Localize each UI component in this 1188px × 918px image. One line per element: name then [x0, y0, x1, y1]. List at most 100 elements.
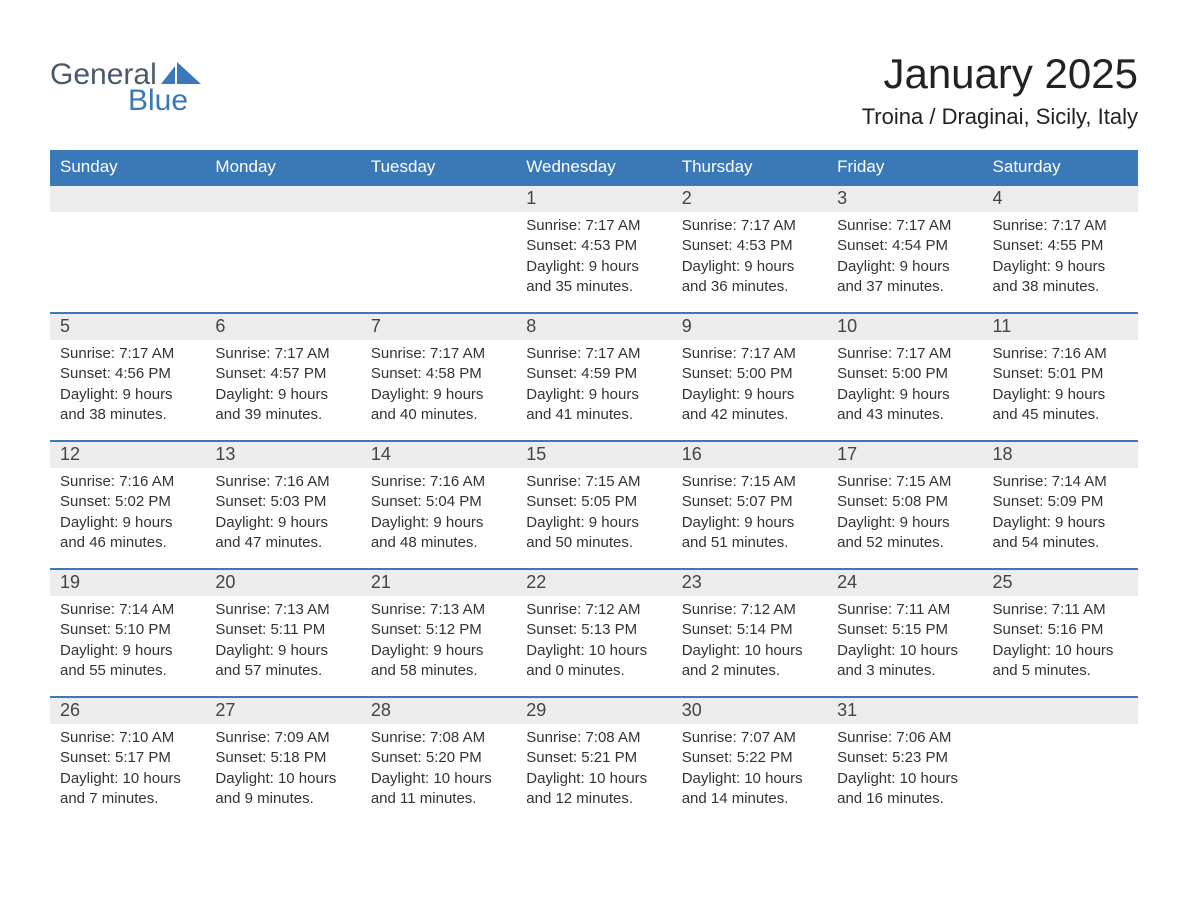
day-number-bar: 11 — [983, 312, 1138, 340]
day-sunrise: Sunrise: 7:17 AM — [682, 216, 817, 236]
day-number-bar: 19 — [50, 568, 205, 596]
calendar-cell: 23Sunrise: 7:12 AMSunset: 5:14 PMDayligh… — [672, 568, 827, 696]
day-sunset: Sunset: 5:14 PM — [682, 620, 817, 640]
day-d2: and 5 minutes. — [993, 661, 1128, 681]
day-number-bar: 28 — [361, 696, 516, 724]
logo-flag-icon — [161, 62, 201, 84]
calendar-cell — [50, 184, 205, 312]
day-d2: and 51 minutes. — [682, 533, 817, 553]
day-sunset: Sunset: 4:53 PM — [682, 236, 817, 256]
day-d1: Daylight: 9 hours — [993, 385, 1128, 405]
day-d2: and 57 minutes. — [215, 661, 350, 681]
day-header: Wednesday — [516, 150, 671, 184]
day-content: Sunrise: 7:17 AMSunset: 4:55 PMDaylight:… — [983, 212, 1138, 301]
day-d1: Daylight: 9 hours — [993, 513, 1128, 533]
calendar-week: 19Sunrise: 7:14 AMSunset: 5:10 PMDayligh… — [50, 568, 1138, 696]
day-content: Sunrise: 7:14 AMSunset: 5:09 PMDaylight:… — [983, 468, 1138, 557]
calendar-cell: 5Sunrise: 7:17 AMSunset: 4:56 PMDaylight… — [50, 312, 205, 440]
calendar-cell — [205, 184, 360, 312]
day-d2: and 9 minutes. — [215, 789, 350, 809]
day-d1: Daylight: 9 hours — [526, 257, 661, 277]
logo-text-blue: Blue — [128, 84, 188, 118]
day-content: Sunrise: 7:14 AMSunset: 5:10 PMDaylight:… — [50, 596, 205, 685]
calendar-cell: 10Sunrise: 7:17 AMSunset: 5:00 PMDayligh… — [827, 312, 982, 440]
day-number-bar: 4 — [983, 184, 1138, 212]
day-number-bar: 31 — [827, 696, 982, 724]
day-content: Sunrise: 7:16 AMSunset: 5:04 PMDaylight:… — [361, 468, 516, 557]
day-sunrise: Sunrise: 7:14 AM — [993, 472, 1128, 492]
day-d2: and 39 minutes. — [215, 405, 350, 425]
calendar-cell: 17Sunrise: 7:15 AMSunset: 5:08 PMDayligh… — [827, 440, 982, 568]
day-number-bar: 17 — [827, 440, 982, 468]
day-d2: and 46 minutes. — [60, 533, 195, 553]
calendar-cell: 13Sunrise: 7:16 AMSunset: 5:03 PMDayligh… — [205, 440, 360, 568]
day-sunrise: Sunrise: 7:16 AM — [371, 472, 506, 492]
day-header: Saturday — [983, 150, 1138, 184]
day-content: Sunrise: 7:09 AMSunset: 5:18 PMDaylight:… — [205, 724, 360, 813]
day-sunset: Sunset: 4:53 PM — [526, 236, 661, 256]
day-sunset: Sunset: 5:22 PM — [682, 748, 817, 768]
day-header: Tuesday — [361, 150, 516, 184]
day-number-bar: 25 — [983, 568, 1138, 596]
day-sunrise: Sunrise: 7:12 AM — [682, 600, 817, 620]
day-header: Monday — [205, 150, 360, 184]
day-d2: and 16 minutes. — [837, 789, 972, 809]
day-d2: and 50 minutes. — [526, 533, 661, 553]
day-sunset: Sunset: 5:18 PM — [215, 748, 350, 768]
day-content: Sunrise: 7:16 AMSunset: 5:03 PMDaylight:… — [205, 468, 360, 557]
day-d2: and 42 minutes. — [682, 405, 817, 425]
month-title: January 2025 — [862, 50, 1138, 98]
day-d1: Daylight: 10 hours — [993, 641, 1128, 661]
day-d2: and 35 minutes. — [526, 277, 661, 297]
day-number-bar — [50, 184, 205, 212]
day-d1: Daylight: 10 hours — [526, 641, 661, 661]
day-sunset: Sunset: 5:01 PM — [993, 364, 1128, 384]
day-d1: Daylight: 9 hours — [215, 385, 350, 405]
day-content: Sunrise: 7:12 AMSunset: 5:14 PMDaylight:… — [672, 596, 827, 685]
calendar-cell: 28Sunrise: 7:08 AMSunset: 5:20 PMDayligh… — [361, 696, 516, 824]
day-content: Sunrise: 7:15 AMSunset: 5:05 PMDaylight:… — [516, 468, 671, 557]
day-sunset: Sunset: 5:12 PM — [371, 620, 506, 640]
calendar-cell: 26Sunrise: 7:10 AMSunset: 5:17 PMDayligh… — [50, 696, 205, 824]
day-d2: and 52 minutes. — [837, 533, 972, 553]
day-content: Sunrise: 7:10 AMSunset: 5:17 PMDaylight:… — [50, 724, 205, 813]
day-d1: Daylight: 9 hours — [682, 385, 817, 405]
calendar-cell: 11Sunrise: 7:16 AMSunset: 5:01 PMDayligh… — [983, 312, 1138, 440]
day-d1: Daylight: 9 hours — [682, 513, 817, 533]
day-number-bar — [205, 184, 360, 212]
day-d1: Daylight: 9 hours — [60, 513, 195, 533]
day-d1: Daylight: 9 hours — [371, 641, 506, 661]
calendar-cell: 29Sunrise: 7:08 AMSunset: 5:21 PMDayligh… — [516, 696, 671, 824]
day-content: Sunrise: 7:17 AMSunset: 4:56 PMDaylight:… — [50, 340, 205, 429]
day-content: Sunrise: 7:15 AMSunset: 5:07 PMDaylight:… — [672, 468, 827, 557]
calendar-cell: 6Sunrise: 7:17 AMSunset: 4:57 PMDaylight… — [205, 312, 360, 440]
day-d2: and 43 minutes. — [837, 405, 972, 425]
day-sunrise: Sunrise: 7:17 AM — [993, 216, 1128, 236]
calendar-cell: 30Sunrise: 7:07 AMSunset: 5:22 PMDayligh… — [672, 696, 827, 824]
day-d1: Daylight: 9 hours — [215, 641, 350, 661]
day-number-bar: 18 — [983, 440, 1138, 468]
day-d1: Daylight: 9 hours — [526, 385, 661, 405]
day-d2: and 54 minutes. — [993, 533, 1128, 553]
day-content: Sunrise: 7:17 AMSunset: 4:58 PMDaylight:… — [361, 340, 516, 429]
day-d1: Daylight: 10 hours — [837, 769, 972, 789]
day-d1: Daylight: 10 hours — [215, 769, 350, 789]
calendar-cell: 16Sunrise: 7:15 AMSunset: 5:07 PMDayligh… — [672, 440, 827, 568]
day-number-bar: 1 — [516, 184, 671, 212]
day-sunrise: Sunrise: 7:07 AM — [682, 728, 817, 748]
day-d2: and 14 minutes. — [682, 789, 817, 809]
calendar-cell — [361, 184, 516, 312]
day-header: Sunday — [50, 150, 205, 184]
day-d2: and 38 minutes. — [993, 277, 1128, 297]
day-sunrise: Sunrise: 7:17 AM — [837, 216, 972, 236]
day-d1: Daylight: 9 hours — [682, 257, 817, 277]
day-content: Sunrise: 7:07 AMSunset: 5:22 PMDaylight:… — [672, 724, 827, 813]
day-number-bar: 24 — [827, 568, 982, 596]
calendar-cell: 24Sunrise: 7:11 AMSunset: 5:15 PMDayligh… — [827, 568, 982, 696]
day-sunset: Sunset: 5:20 PM — [371, 748, 506, 768]
day-content: Sunrise: 7:17 AMSunset: 4:57 PMDaylight:… — [205, 340, 360, 429]
day-sunrise: Sunrise: 7:06 AM — [837, 728, 972, 748]
calendar-cell: 15Sunrise: 7:15 AMSunset: 5:05 PMDayligh… — [516, 440, 671, 568]
day-d2: and 58 minutes. — [371, 661, 506, 681]
day-sunset: Sunset: 5:00 PM — [837, 364, 972, 384]
